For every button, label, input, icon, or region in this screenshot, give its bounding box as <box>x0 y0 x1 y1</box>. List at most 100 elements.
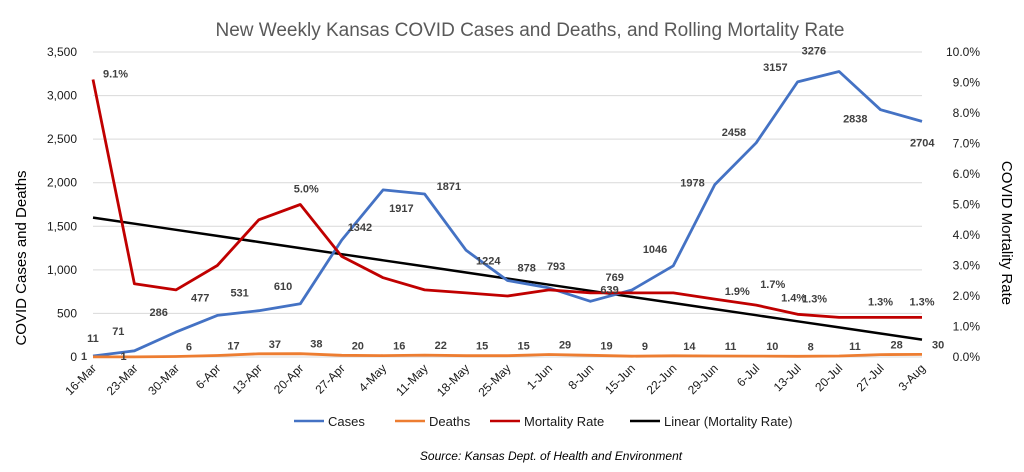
right-tick-label: 10.0% <box>946 45 980 59</box>
deaths-data-label: 6 <box>186 341 192 353</box>
x-tick-label: 30-Mar <box>145 361 182 398</box>
cases-data-label: 1917 <box>389 203 413 215</box>
mortality-data-label: 9.1% <box>103 68 128 80</box>
cases-data-label: 286 <box>150 307 168 319</box>
gridlines <box>93 51 922 358</box>
x-tick-label: 11-May <box>393 361 431 399</box>
x-tick-label: 6-Apr <box>193 361 224 392</box>
cases-data-label: 2704 <box>910 137 935 149</box>
deaths-data-label: 1 <box>120 351 126 363</box>
x-tick-label: 20-Apr <box>271 361 306 396</box>
x-tick-label: 27-Apr <box>312 361 347 396</box>
right-axis-ticks: 0.0% 1.0% 2.0% 3.0% 4.0% 5.0% 6.0% 7.0% 8.0% 9.0%… <box>946 45 980 364</box>
deaths-data-label: 38 <box>310 339 322 351</box>
right-tick-label: 3.0% <box>953 259 981 273</box>
cases-data-label: 610 <box>274 281 292 293</box>
linear-mortality-rate-legend-label: Linear (Mortality Rate) <box>664 414 793 429</box>
deaths-data-label: 28 <box>891 340 903 352</box>
series-lines <box>91 70 923 359</box>
x-tick-label: 4-May <box>356 361 389 394</box>
left-axis-ticks: 0 500 1,000 1,500 2,000 2,500 3,000 3,500 <box>47 45 77 364</box>
cases-data-label: 878 <box>518 262 536 274</box>
cases-data-label: 1978 <box>680 178 704 190</box>
left-tick-label: 500 <box>57 306 77 320</box>
x-tick-label: 22-Jun <box>644 361 680 397</box>
cases-data-label: 1046 <box>643 244 667 256</box>
right-tick-label: 8.0% <box>953 106 981 120</box>
cases-data-label: 1224 <box>476 255 501 267</box>
left-tick-label: 3,500 <box>47 45 77 59</box>
mortality-rate-line <box>91 79 922 319</box>
source-note: Source: Kansas Dept. of Health and Envir… <box>420 449 683 463</box>
deaths-data-label: 30 <box>932 339 944 351</box>
right-tick-label: 6.0% <box>953 167 981 181</box>
deaths-data-label: 10 <box>766 341 778 353</box>
cases-data-label: 477 <box>191 292 209 304</box>
cases-data-label: 793 <box>547 261 565 273</box>
cases-data-label: 769 <box>605 272 623 284</box>
x-tick-label: 15-Jun <box>602 361 638 397</box>
cases-data-label: 71 <box>112 326 124 338</box>
cases-data-label: 11 <box>87 333 99 345</box>
cases-line <box>92 70 923 358</box>
mortality-data-label: 1.4% <box>781 292 806 304</box>
x-tick-label: 3-Aug <box>896 361 929 394</box>
deaths-data-label: 37 <box>269 339 281 351</box>
right-tick-label: 0.0% <box>953 350 981 364</box>
x-tick-label: 27-Jul <box>854 361 887 394</box>
left-tick-label: 1,000 <box>47 263 77 277</box>
mortality-data-label: 5.0% <box>294 184 319 196</box>
x-tick-label: 25-May <box>475 361 513 399</box>
left-tick-label: 2,500 <box>47 132 77 146</box>
deaths-data-label: 19 <box>600 340 612 352</box>
left-tick-label: 0 <box>70 350 77 364</box>
right-tick-label: 2.0% <box>953 289 981 303</box>
x-tick-label: 23-Mar <box>104 361 141 398</box>
left-tick-label: 2,000 <box>47 176 77 190</box>
x-tick-label: 18-May <box>434 361 472 399</box>
deaths-data-label: 22 <box>435 340 447 352</box>
x-tick-label: 6-Jul <box>734 361 762 389</box>
x-tick-label: 29-Jun <box>685 361 721 397</box>
deaths-data-label: 11 <box>725 341 737 353</box>
cases-data-label: 1342 <box>348 222 372 234</box>
x-tick-label: 13-Apr <box>230 361 265 396</box>
cases-data-label: 2838 <box>843 114 867 126</box>
mortality-data-label: 1.3% <box>802 293 827 305</box>
deaths-data-label: 9 <box>642 341 648 353</box>
mortality-data-label: 1.7% <box>760 279 785 291</box>
right-tick-label: 1.0% <box>953 320 981 334</box>
cases-data-label: 3157 <box>763 62 787 74</box>
right-tick-label: 4.0% <box>953 228 981 242</box>
deaths-data-label: 17 <box>227 341 239 353</box>
cases-data-label: 3276 <box>802 46 826 58</box>
left-tick-label: 1,500 <box>47 219 77 233</box>
right-axis-title: COVID Mortality Rate <box>998 161 1015 305</box>
deaths-data-label: 29 <box>559 339 571 351</box>
deaths-data-label: 15 <box>518 341 530 353</box>
right-tick-label: 9.0% <box>953 76 981 90</box>
mortality-data-label: 1.3% <box>868 296 893 308</box>
deaths-data-label: 16 <box>393 341 405 353</box>
x-tick-label: 20-Jul <box>812 361 845 394</box>
right-tick-label: 5.0% <box>953 198 981 212</box>
x-axis-ticks: 16-Mar 23-Mar 30-Mar 6-Apr 13-Apr 20-Apr 27-Ap… <box>62 361 928 399</box>
deaths-data-label: 1 <box>81 351 87 363</box>
deaths-data-label: 20 <box>352 340 364 352</box>
linear-mortality-rate-line <box>92 216 923 341</box>
deaths-line <box>93 352 923 359</box>
cases-data-label: 1871 <box>437 181 461 193</box>
mortality-rate-legend-label: Mortality Rate <box>524 414 604 429</box>
mortality-data-label: 1.3% <box>909 296 934 308</box>
deaths-data-label: 15 <box>476 341 488 353</box>
left-axis-title: COVID Cases and Deaths <box>13 170 30 345</box>
chart-title: New Weekly Kansas COVID Cases and Deaths… <box>215 20 844 41</box>
legend: Cases Deaths Mortality Rate Linear (Mortali… <box>294 414 793 429</box>
deaths-data-label: 11 <box>849 341 861 353</box>
deaths-data-label: 14 <box>683 341 696 353</box>
x-tick-label: 8-Jun <box>565 361 596 392</box>
x-tick-label: 1-Jun <box>524 361 555 392</box>
cases-data-label: 639 <box>600 284 618 296</box>
